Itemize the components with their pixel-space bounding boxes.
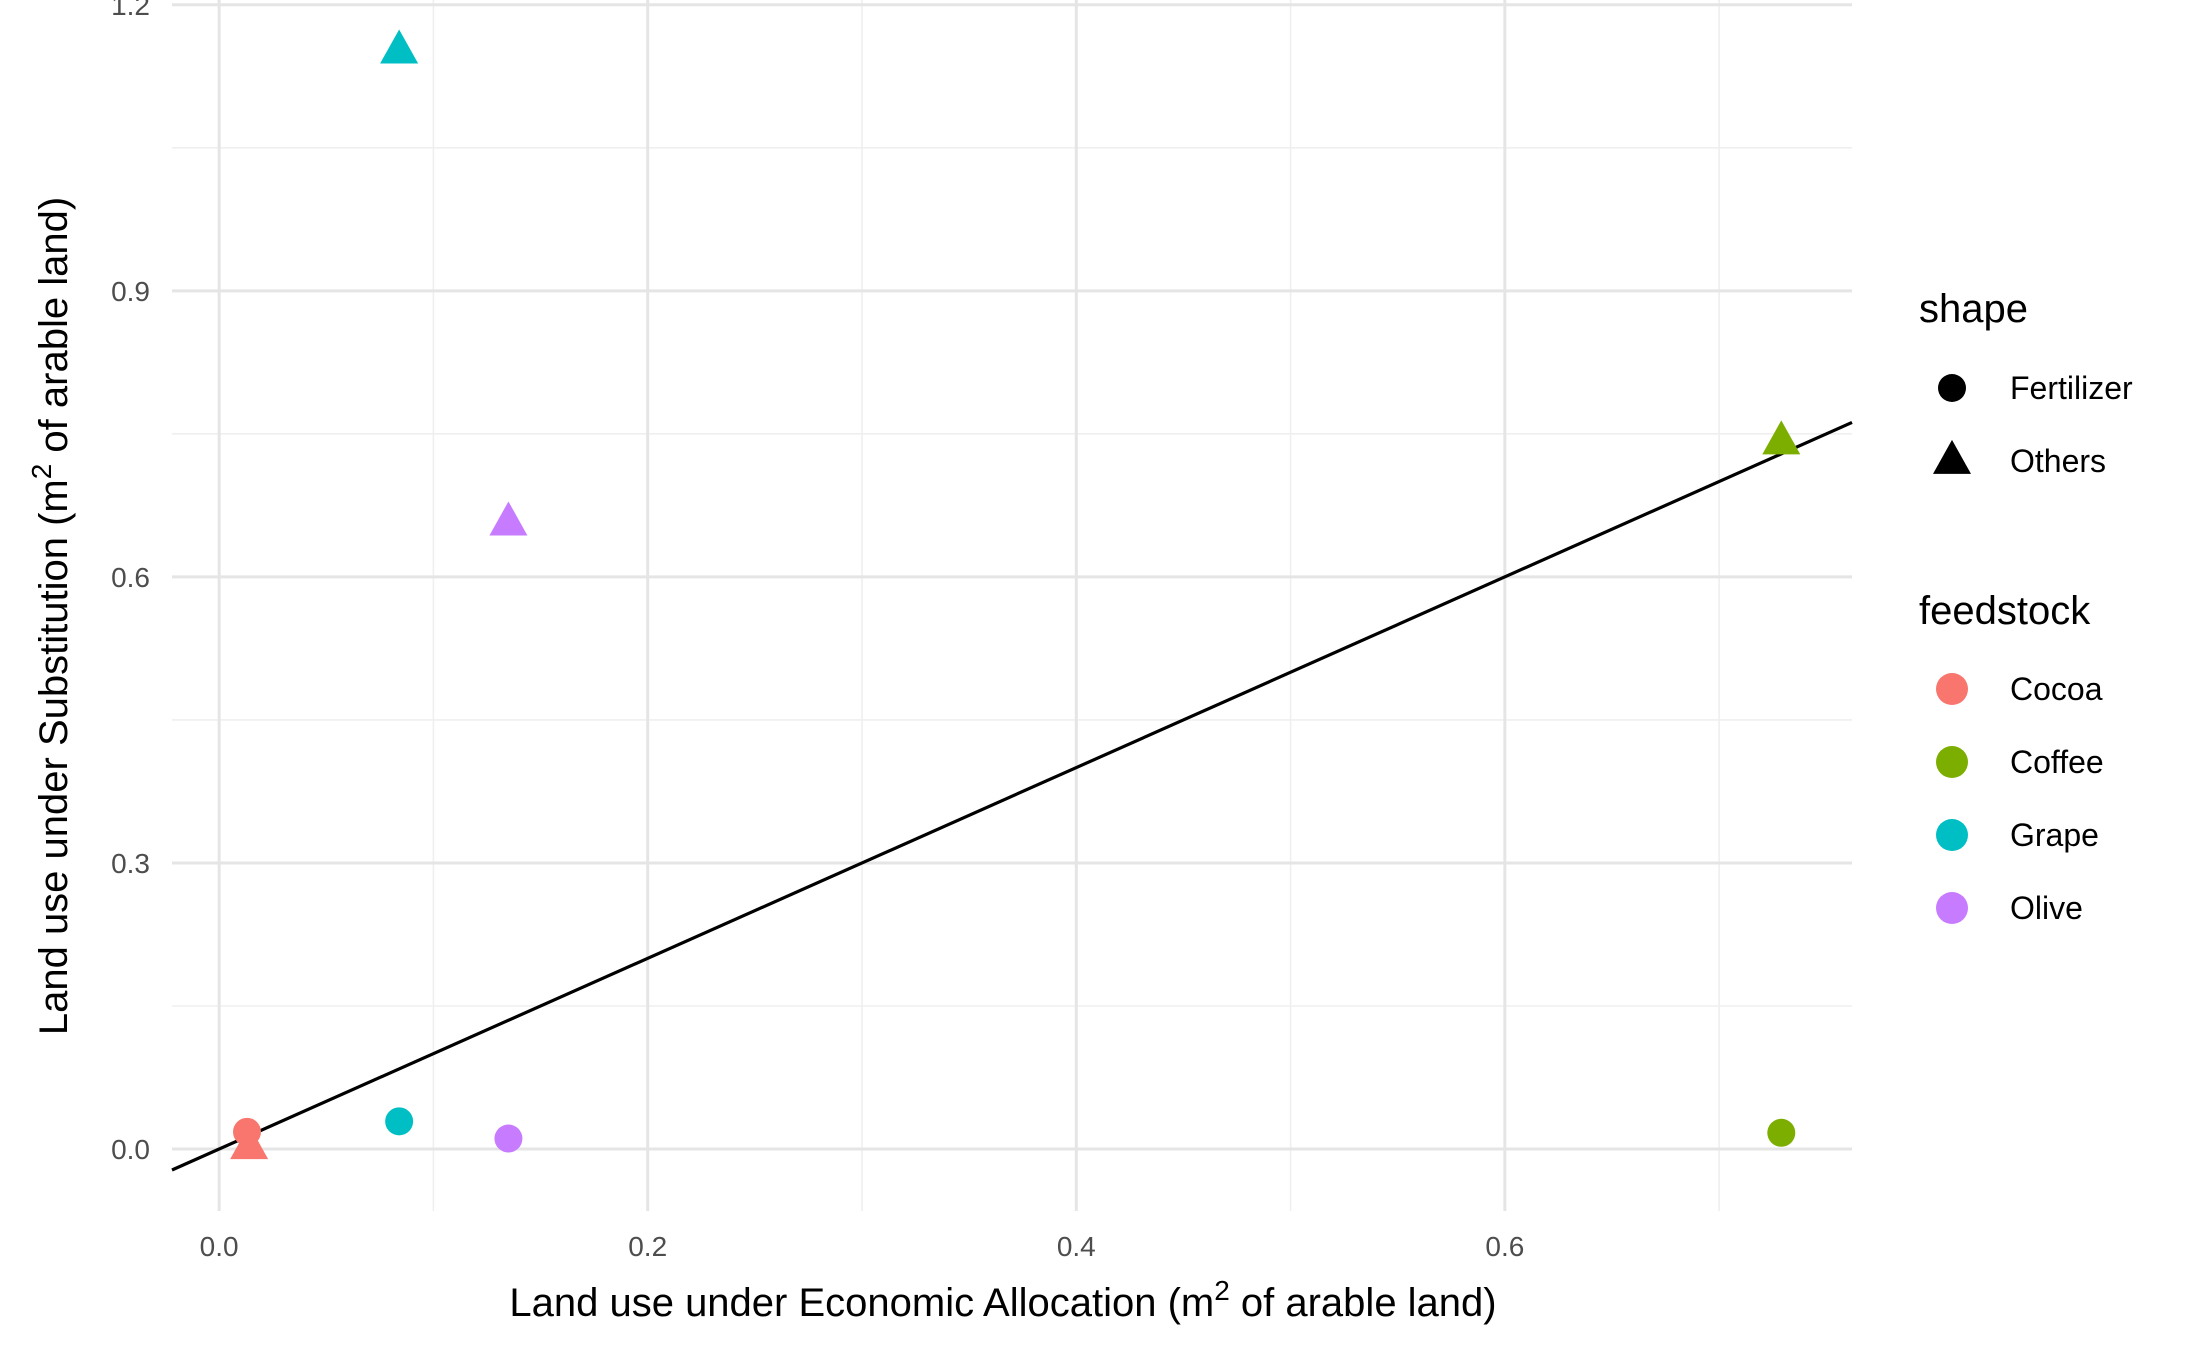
- feedstock-legend-title: feedstock: [1919, 589, 2091, 633]
- point-grape-fertilizer: [385, 1107, 414, 1136]
- legend-label-olive: Olive: [2010, 890, 2083, 926]
- point-coffee-others: [1762, 420, 1801, 455]
- data-points: [230, 29, 1801, 1160]
- legend-label-grape: Grape: [2010, 817, 2099, 853]
- shape-legend-title: shape: [1919, 287, 2028, 331]
- legend-key-cocoa: [1936, 673, 1968, 705]
- y-tick-label: 0.0: [111, 1134, 150, 1165]
- legend-key-coffee: [1936, 746, 1968, 778]
- y-axis-ticks: 0.0 0.3 0.6 0.9 1.2: [111, 0, 150, 1165]
- point-cocoa-others: [230, 1125, 269, 1160]
- point-coffee-fertilizer: [1767, 1118, 1796, 1147]
- y-tick-label: 0.6: [111, 562, 150, 593]
- point-grape-others: [380, 29, 419, 64]
- feedstock-legend-entries: Cocoa Coffee Grape Olive: [1936, 671, 2104, 926]
- legend-label-others: Others: [2010, 443, 2106, 479]
- legend-key-grape: [1936, 819, 1968, 851]
- y-tick-label: 0.3: [111, 848, 150, 879]
- y-tick-label: 0.9: [111, 276, 150, 307]
- x-tick-label: 0.2: [628, 1231, 667, 1262]
- point-olive-others: [489, 501, 528, 536]
- minor-gridlines: [172, 0, 1852, 1211]
- x-tick-label: 0.0: [200, 1231, 239, 1262]
- x-tick-label: 0.4: [1057, 1231, 1096, 1262]
- legend-key-others-triangle: [1933, 439, 1971, 474]
- legend-label-fertilizer: Fertilizer: [2010, 370, 2133, 406]
- legend-label-coffee: Coffee: [2010, 744, 2104, 780]
- reference-line-y-equals-x: [171, 420, 1853, 1172]
- legend-key-fertilizer-circle: [1938, 374, 1966, 402]
- x-tick-label: 0.6: [1485, 1231, 1524, 1262]
- shape-legend-entries: Fertilizer Others: [1933, 370, 2133, 479]
- legend-key-olive: [1936, 892, 1968, 924]
- x-axis-title: Land use under Economic Allocation (m2 o…: [509, 1275, 1496, 1325]
- y-axis-title: Land use under Substitution (m2 of arabl…: [26, 197, 76, 1035]
- legend-label-cocoa: Cocoa: [2010, 671, 2103, 707]
- major-gridlines: [172, 0, 1852, 1211]
- x-axis-ticks: 0.0 0.2 0.4 0.6: [200, 1231, 1525, 1262]
- point-olive-fertilizer: [494, 1124, 523, 1153]
- y-tick-label: 1.2: [111, 0, 150, 21]
